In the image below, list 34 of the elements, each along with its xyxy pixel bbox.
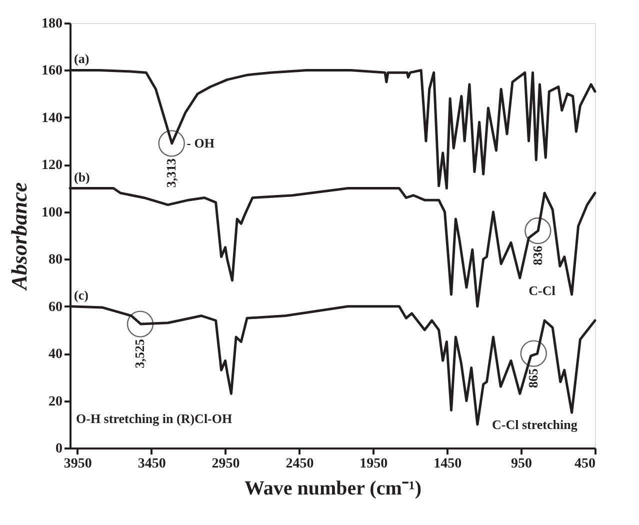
x-tick-label: 450: [574, 456, 596, 472]
x-tick-label: 1950: [360, 456, 388, 472]
y-tick-label: 180: [42, 16, 62, 32]
x-tick-label: 950: [511, 456, 532, 472]
point: [126, 310, 154, 338]
point: [158, 130, 185, 157]
y-tick-label: 0: [56, 442, 62, 456]
x-tick-label: 1450: [434, 456, 462, 472]
x-tick-label: 2950: [212, 456, 240, 472]
y-tick-label: 20: [48, 394, 62, 410]
x-tick-label: 3450: [138, 456, 166, 472]
annotation: O-H stretching in (R)Cl-OH: [76, 411, 232, 426]
series-label: (a): [74, 51, 90, 66]
y-tick-label: 120: [42, 158, 62, 174]
annotation: C-Cl stretching: [492, 417, 578, 432]
annotation: 865: [526, 368, 541, 388]
x-tick-label: 3950: [64, 456, 92, 472]
y-tick-label: 60: [48, 300, 62, 315]
annotation: - OH: [186, 135, 214, 150]
annotation: 3,525: [132, 338, 148, 368]
y-tick-label: 40: [48, 347, 62, 362]
x-axis-title: Wave number (cm⁻¹): [244, 478, 422, 500]
y-tick-label: 80: [48, 252, 62, 268]
x-tick-label: 2450: [286, 456, 314, 472]
series-label: (c): [74, 287, 88, 302]
point: [524, 217, 552, 244]
annotation: 3,313: [164, 158, 179, 188]
series-label: (b): [74, 169, 90, 184]
y-tick-label: 160: [42, 64, 62, 79]
y-tick-label: 100: [42, 205, 62, 220]
y-tick-label: 140: [42, 110, 62, 126]
annotation: 836: [530, 245, 545, 266]
annotation: C-Cl: [528, 283, 556, 298]
y-axis-title: Absorbance: [6, 182, 32, 292]
